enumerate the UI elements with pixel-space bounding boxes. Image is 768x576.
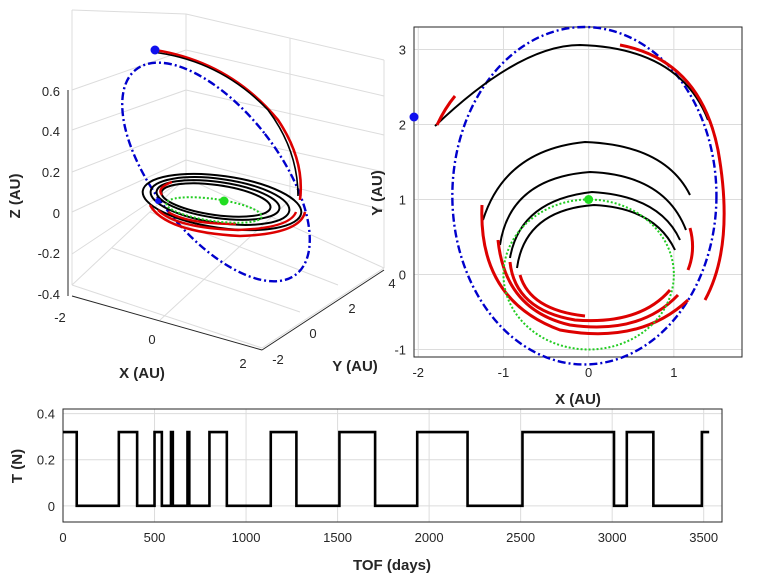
x-tick: 3500 [689, 530, 718, 545]
y-tick: 0.2 [37, 453, 55, 468]
thrust-arc [159, 180, 173, 196]
arrival-marker-xy [409, 112, 419, 122]
thrust-arc [157, 209, 298, 232]
y-tick: 2 [399, 118, 406, 133]
y-tick: 0 [48, 499, 55, 514]
inner-marker-3d [155, 198, 161, 204]
target-orbit-3d [121, 61, 311, 283]
thrust-arc [154, 48, 303, 201]
thrust-arc [148, 204, 307, 238]
y-tick: -2 [272, 352, 284, 367]
x-tick: -2 [412, 365, 424, 380]
y-tick: 1 [399, 193, 406, 208]
panel-xy-projection: -2 -1 0 1 -1 0 1 2 3 X (AU) Y (AU) [369, 25, 743, 408]
panel-3d-trajectory: 0.6 0.4 0.2 0 -0.2 -0.4 -2 0 2 -2 0 2 4 … [7, 9, 396, 382]
x-tick: 2 [239, 356, 246, 371]
y-tick: 4 [388, 276, 395, 291]
thrust-arc [480, 204, 690, 336]
x-tick-labels-3d: -2 0 2 [54, 310, 246, 371]
z-tick: 0 [53, 206, 60, 221]
x-tick: 1 [670, 365, 677, 380]
y-tick: 0 [309, 326, 316, 341]
x-tick: -2 [54, 310, 66, 325]
z-tick: 0.2 [42, 165, 60, 180]
x-tick-labels-xy: -2 -1 0 1 [412, 365, 677, 380]
z-tick: 0.6 [42, 84, 60, 99]
thrust-arc [518, 274, 586, 318]
x-tick: 0 [59, 530, 66, 545]
panel-thrust-profile: 0 500 1000 1500 2000 2500 3000 3500 0 0.… [9, 407, 723, 574]
departure-orbit-3d [165, 196, 263, 224]
grid-xy [414, 27, 742, 357]
y-axis-label-thrust: T (N) [9, 449, 26, 483]
thrust-arc [435, 95, 457, 126]
x-tick: 1000 [232, 530, 261, 545]
y-tick: 0 [399, 268, 406, 283]
y-axis-label-3d: Y (AU) [332, 358, 378, 375]
x-axis-label-3d: X (AU) [119, 365, 165, 382]
x-tick: 500 [144, 530, 166, 545]
arrival-marker-3d [150, 45, 160, 55]
thrust-arc [167, 210, 237, 226]
departure-marker-3d [219, 196, 229, 206]
coast-arc [482, 140, 691, 221]
x-tick: -1 [498, 365, 510, 380]
trajectory-3d [121, 45, 311, 283]
coast-arc [155, 179, 281, 221]
z-tick-labels: 0.6 0.4 0.2 0 -0.2 -0.4 [38, 84, 60, 302]
x-tick: 2000 [415, 530, 444, 545]
x-tick-labels-thrust: 0 500 1000 1500 2000 2500 3000 3500 [59, 530, 718, 545]
x-axis-label-thrust: TOF (days) [353, 557, 431, 574]
y-tick: -1 [394, 343, 406, 358]
y-tick-labels-3d: -2 0 2 4 [272, 276, 395, 367]
x-tick: 1500 [323, 530, 352, 545]
y-tick: 0.4 [37, 407, 55, 422]
grid-3d [71, 9, 385, 349]
x-tick: 0 [148, 332, 155, 347]
departure-marker-xy [584, 195, 594, 204]
thrust-arc [686, 227, 695, 271]
y-tick: 3 [399, 43, 406, 58]
thrust-plot-frame [62, 408, 723, 523]
thrust-arc [619, 43, 726, 301]
z-tick: -0.2 [38, 246, 60, 261]
thrust-arc [151, 51, 299, 197]
y-axis-label-xy: Y (AU) [369, 170, 386, 216]
z-tick: -0.4 [38, 287, 60, 302]
x-tick: 3000 [598, 530, 627, 545]
y-tick: 2 [348, 301, 355, 316]
coast-arc [499, 170, 687, 246]
y-tick-labels-xy: -1 0 1 2 3 [394, 43, 406, 358]
thrust-arc [496, 239, 680, 329]
x-tick: 2500 [506, 530, 535, 545]
z-axis-label: Z (AU) [7, 174, 24, 219]
coast-arc [434, 43, 709, 127]
y-tick-labels-thrust: 0 0.2 0.4 [37, 407, 55, 514]
thrust-arc [508, 261, 672, 323]
thrust-series-line [63, 430, 710, 508]
y-axis-line [261, 269, 385, 351]
x-axis-label-xy: X (AU) [555, 391, 601, 408]
trajectory-xy [409, 25, 726, 366]
target-orbit-xy [451, 25, 718, 366]
xy-plot-frame [413, 26, 743, 358]
x-tick: 0 [585, 365, 592, 380]
z-tick: 0.4 [42, 124, 60, 139]
coast-arc [516, 203, 676, 269]
x-axis-line [71, 295, 263, 351]
